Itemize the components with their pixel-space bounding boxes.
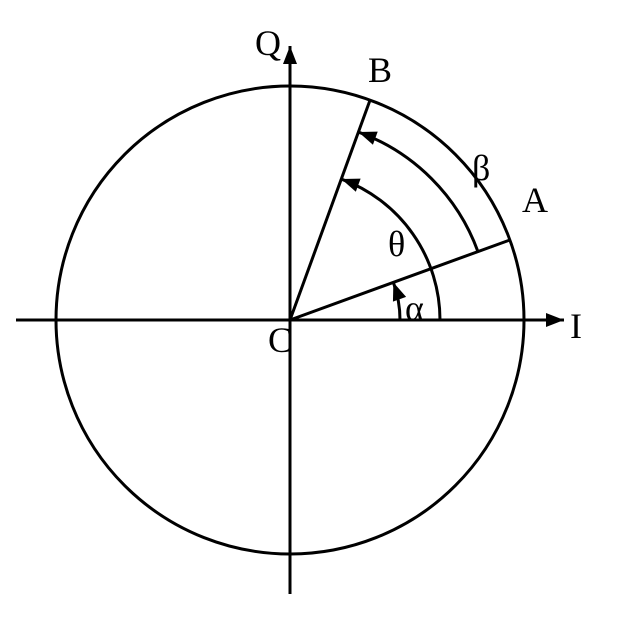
- label-theta: θ: [388, 224, 405, 264]
- label-B: B: [368, 50, 392, 90]
- label-A: A: [522, 180, 548, 220]
- iq-phase-diagram: Q I C A Bαθ β: [0, 0, 630, 634]
- label-Q: Q: [255, 23, 281, 63]
- label-alpha: α: [405, 288, 424, 328]
- label-I: I: [570, 306, 582, 346]
- label-beta: β: [472, 148, 490, 188]
- label-C: C: [268, 320, 292, 360]
- arc-beta: [358, 132, 478, 252]
- radius-b: [290, 100, 370, 320]
